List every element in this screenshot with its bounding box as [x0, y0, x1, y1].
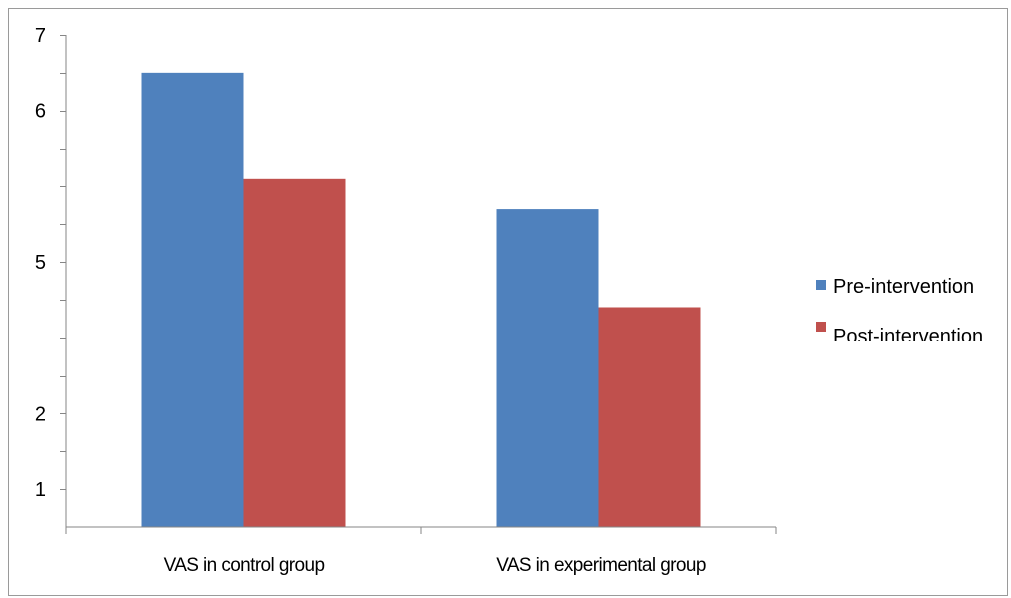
bar-post-1 [598, 307, 701, 527]
legend-swatch-pre-intervention [816, 280, 826, 290]
legend-label-post-intervention: Post-intervention [833, 326, 983, 348]
bar-post-0 [243, 178, 346, 528]
y-tick-label: 5 [35, 252, 46, 274]
y-tick-label: 7 [35, 25, 46, 47]
category-label-experimental: VAS in experimental group [496, 555, 706, 576]
bar-pre-0 [141, 72, 244, 527]
category-labels: VAS in control group VAS in experimental… [164, 555, 707, 576]
legend-swatch-post-intervention [816, 322, 826, 332]
category-label-control: VAS in control group [164, 555, 325, 576]
bar-pre-1 [496, 209, 599, 528]
y-tick-label: 6 [35, 101, 46, 123]
y-tick-label: 1 [35, 479, 46, 501]
bars-layer [141, 72, 701, 528]
y-tick-label: 2 [35, 403, 46, 425]
legend-label-pre-intervention: Pre-intervention [833, 276, 974, 298]
legend: Pre-intervention Post-intervention [816, 276, 983, 348]
x-ticks-layer [65, 527, 777, 534]
y-ticks-layer: 1 2 5 6 7 [35, 25, 66, 501]
